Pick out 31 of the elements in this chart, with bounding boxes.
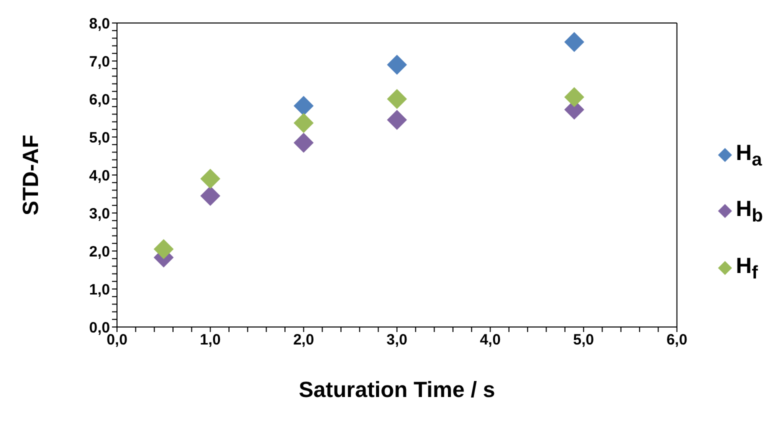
point (200, 186, 220, 206)
y-tick-label: 7,0 (89, 53, 110, 70)
point (294, 132, 314, 153)
y-tick-label: 8,0 (89, 15, 110, 32)
y-axis-title: STD-AF (18, 134, 43, 216)
y-tick-label: 2,0 (89, 243, 110, 260)
legend-label: H$_{a}$ (736, 140, 762, 170)
y-tick-label: 4,0 (89, 167, 110, 184)
x-tick-label: 4,0 (480, 332, 501, 349)
point (564, 32, 584, 52)
point (386, 54, 407, 75)
point (386, 89, 407, 109)
x-axis-title: Saturation Time / s (298, 377, 496, 402)
point (294, 112, 314, 133)
x-tick-label: 1,0 (200, 332, 221, 349)
legend-label: H$_{b}$ (736, 196, 763, 227)
point (294, 96, 314, 116)
x-tick-label: 0,0 (106, 332, 128, 349)
point (154, 239, 174, 260)
x-tick-label: 5,0 (573, 332, 594, 349)
x-tick-label: 3,0 (386, 332, 408, 349)
y-tick-label: 5,0 (89, 129, 110, 146)
y-tick-label: 1,0 (89, 281, 110, 298)
legend-label: H$_{f}$ (736, 252, 758, 284)
x-tick-label: 2,0 (293, 332, 314, 349)
point (564, 87, 584, 108)
y-tick-label: 6,0 (89, 91, 110, 108)
x-tick-label: 6,0 (666, 332, 688, 349)
point (386, 110, 407, 130)
y-tick-label: 3,0 (89, 205, 110, 222)
point (200, 168, 220, 189)
